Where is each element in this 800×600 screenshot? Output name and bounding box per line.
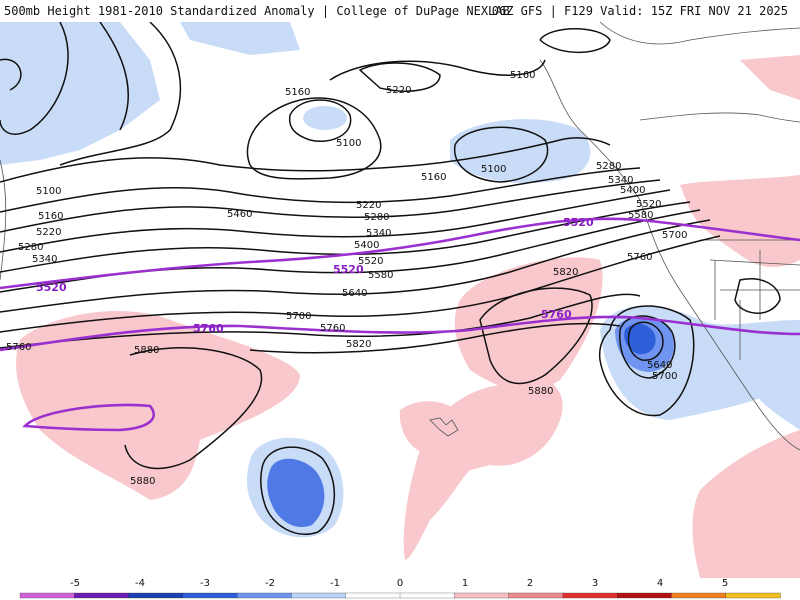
colorbar-swatch — [671, 592, 727, 599]
contour-label: 5820 — [346, 339, 371, 350]
colorbar-swatch — [291, 592, 347, 599]
contour-label: 5160 — [38, 211, 63, 222]
colorbar-swatch — [562, 592, 618, 599]
contour-label: 5760 — [627, 252, 652, 263]
colorbar-swatch — [508, 592, 564, 599]
contour-label: 5880 — [130, 476, 155, 487]
contour-label: 5820 — [553, 267, 578, 278]
contour-label: 5160 — [421, 172, 446, 183]
colorbar-swatches — [19, 592, 781, 599]
map-title: 500mb Height 1981-2010 Standardized Anom… — [4, 4, 510, 18]
contour-label: 5100 — [36, 186, 61, 197]
colorbar-tick-label: 0 — [397, 578, 403, 589]
contour-label: 5880 — [528, 386, 553, 397]
contour-label: 5340 — [366, 228, 391, 239]
reference-contour-labels: 5520 5520 5520 5760 5760 — [36, 216, 594, 335]
colorbar-swatch — [399, 592, 455, 599]
contour-label: 5400 — [620, 185, 645, 196]
colorbar-tick-label: -5 — [70, 578, 80, 589]
contour-label: 5280 — [364, 212, 389, 223]
contour-label: 5160 — [285, 87, 310, 98]
contour-label: 5640 — [647, 360, 672, 371]
reference-label: 5520 — [563, 216, 594, 229]
colorbar-tick-label: 1 — [462, 578, 468, 589]
contour-label: 5100 — [336, 138, 361, 149]
anomaly-map: 5100 5160 5220 5280 5340 5760 5880 5880 … — [0, 22, 800, 578]
model-run-label: 06Z GFS | F129 Valid: 15Z FRI NOV 21 202… — [491, 4, 788, 18]
reference-contours — [0, 217, 800, 432]
colorbar: -5 -4 -3 -2 -1 0 1 2 3 4 5 — [19, 578, 781, 599]
contour-label: 5700 — [286, 311, 311, 322]
colorbar-swatch — [128, 592, 184, 599]
colorbar-swatch — [19, 592, 75, 599]
contour-label: 5220 — [356, 200, 381, 211]
colorbar-tick-label: 4 — [657, 578, 663, 589]
colorbar-swatch — [182, 592, 238, 599]
contour-label: 5460 — [227, 209, 252, 220]
contour-label: 5340 — [32, 254, 57, 265]
colorbar-swatch — [236, 592, 293, 599]
colorbar-swatch — [345, 592, 401, 599]
colorbar-tick-label: -4 — [135, 578, 145, 589]
colorbar-tick-label: -1 — [330, 578, 340, 589]
reference-label: 5520 — [333, 263, 364, 276]
contour-label: 5280 — [596, 161, 621, 172]
header: 500mb Height 1981-2010 Standardized Anom… — [0, 0, 800, 22]
contour-labels: 5100 5160 5220 5280 5340 5760 5880 5880 … — [6, 70, 687, 487]
contour-label: 5580 — [368, 270, 393, 281]
contour-label: 5640 — [342, 288, 367, 299]
colorbar-swatch — [74, 592, 130, 599]
contour-label: 5880 — [134, 345, 159, 356]
contour-label: 5340 — [608, 175, 633, 186]
contour-label: 5220 — [36, 227, 61, 238]
colorbar-tick-label: 3 — [592, 578, 598, 589]
contour-label: 5700 — [652, 371, 677, 382]
colorbar-tick-label: -3 — [200, 578, 210, 589]
colorbar-tick-label: 2 — [527, 578, 533, 589]
contour-label: 5580 — [628, 210, 653, 221]
contour-label: 5100 — [481, 164, 506, 175]
colorbar-tick-label: 5 — [722, 578, 728, 589]
contour-label: 5520 — [358, 256, 383, 267]
colorbar-ticks: -5 -4 -3 -2 -1 0 1 2 3 4 5 — [70, 578, 728, 589]
reference-label: 5520 — [36, 281, 67, 294]
colorbar-swatch — [616, 592, 673, 599]
reference-label: 5760 — [193, 322, 224, 335]
colorbar-tick-label: -2 — [265, 578, 275, 589]
contour-label: 5220 — [386, 85, 411, 96]
colorbar-swatch — [725, 592, 781, 599]
contour-label: 5760 — [6, 342, 31, 353]
contour-label: 5520 — [636, 199, 661, 210]
colorbar-swatch — [454, 592, 510, 599]
contour-label: 5760 — [320, 323, 345, 334]
contour-label: 5400 — [354, 240, 379, 251]
contour-label: 5160 — [510, 70, 535, 81]
contour-label: 5700 — [662, 230, 687, 241]
reference-label: 5760 — [541, 308, 572, 321]
positive-anomaly-shading — [16, 55, 800, 578]
contour-label: 5280 — [18, 242, 43, 253]
coastlines — [0, 22, 800, 451]
